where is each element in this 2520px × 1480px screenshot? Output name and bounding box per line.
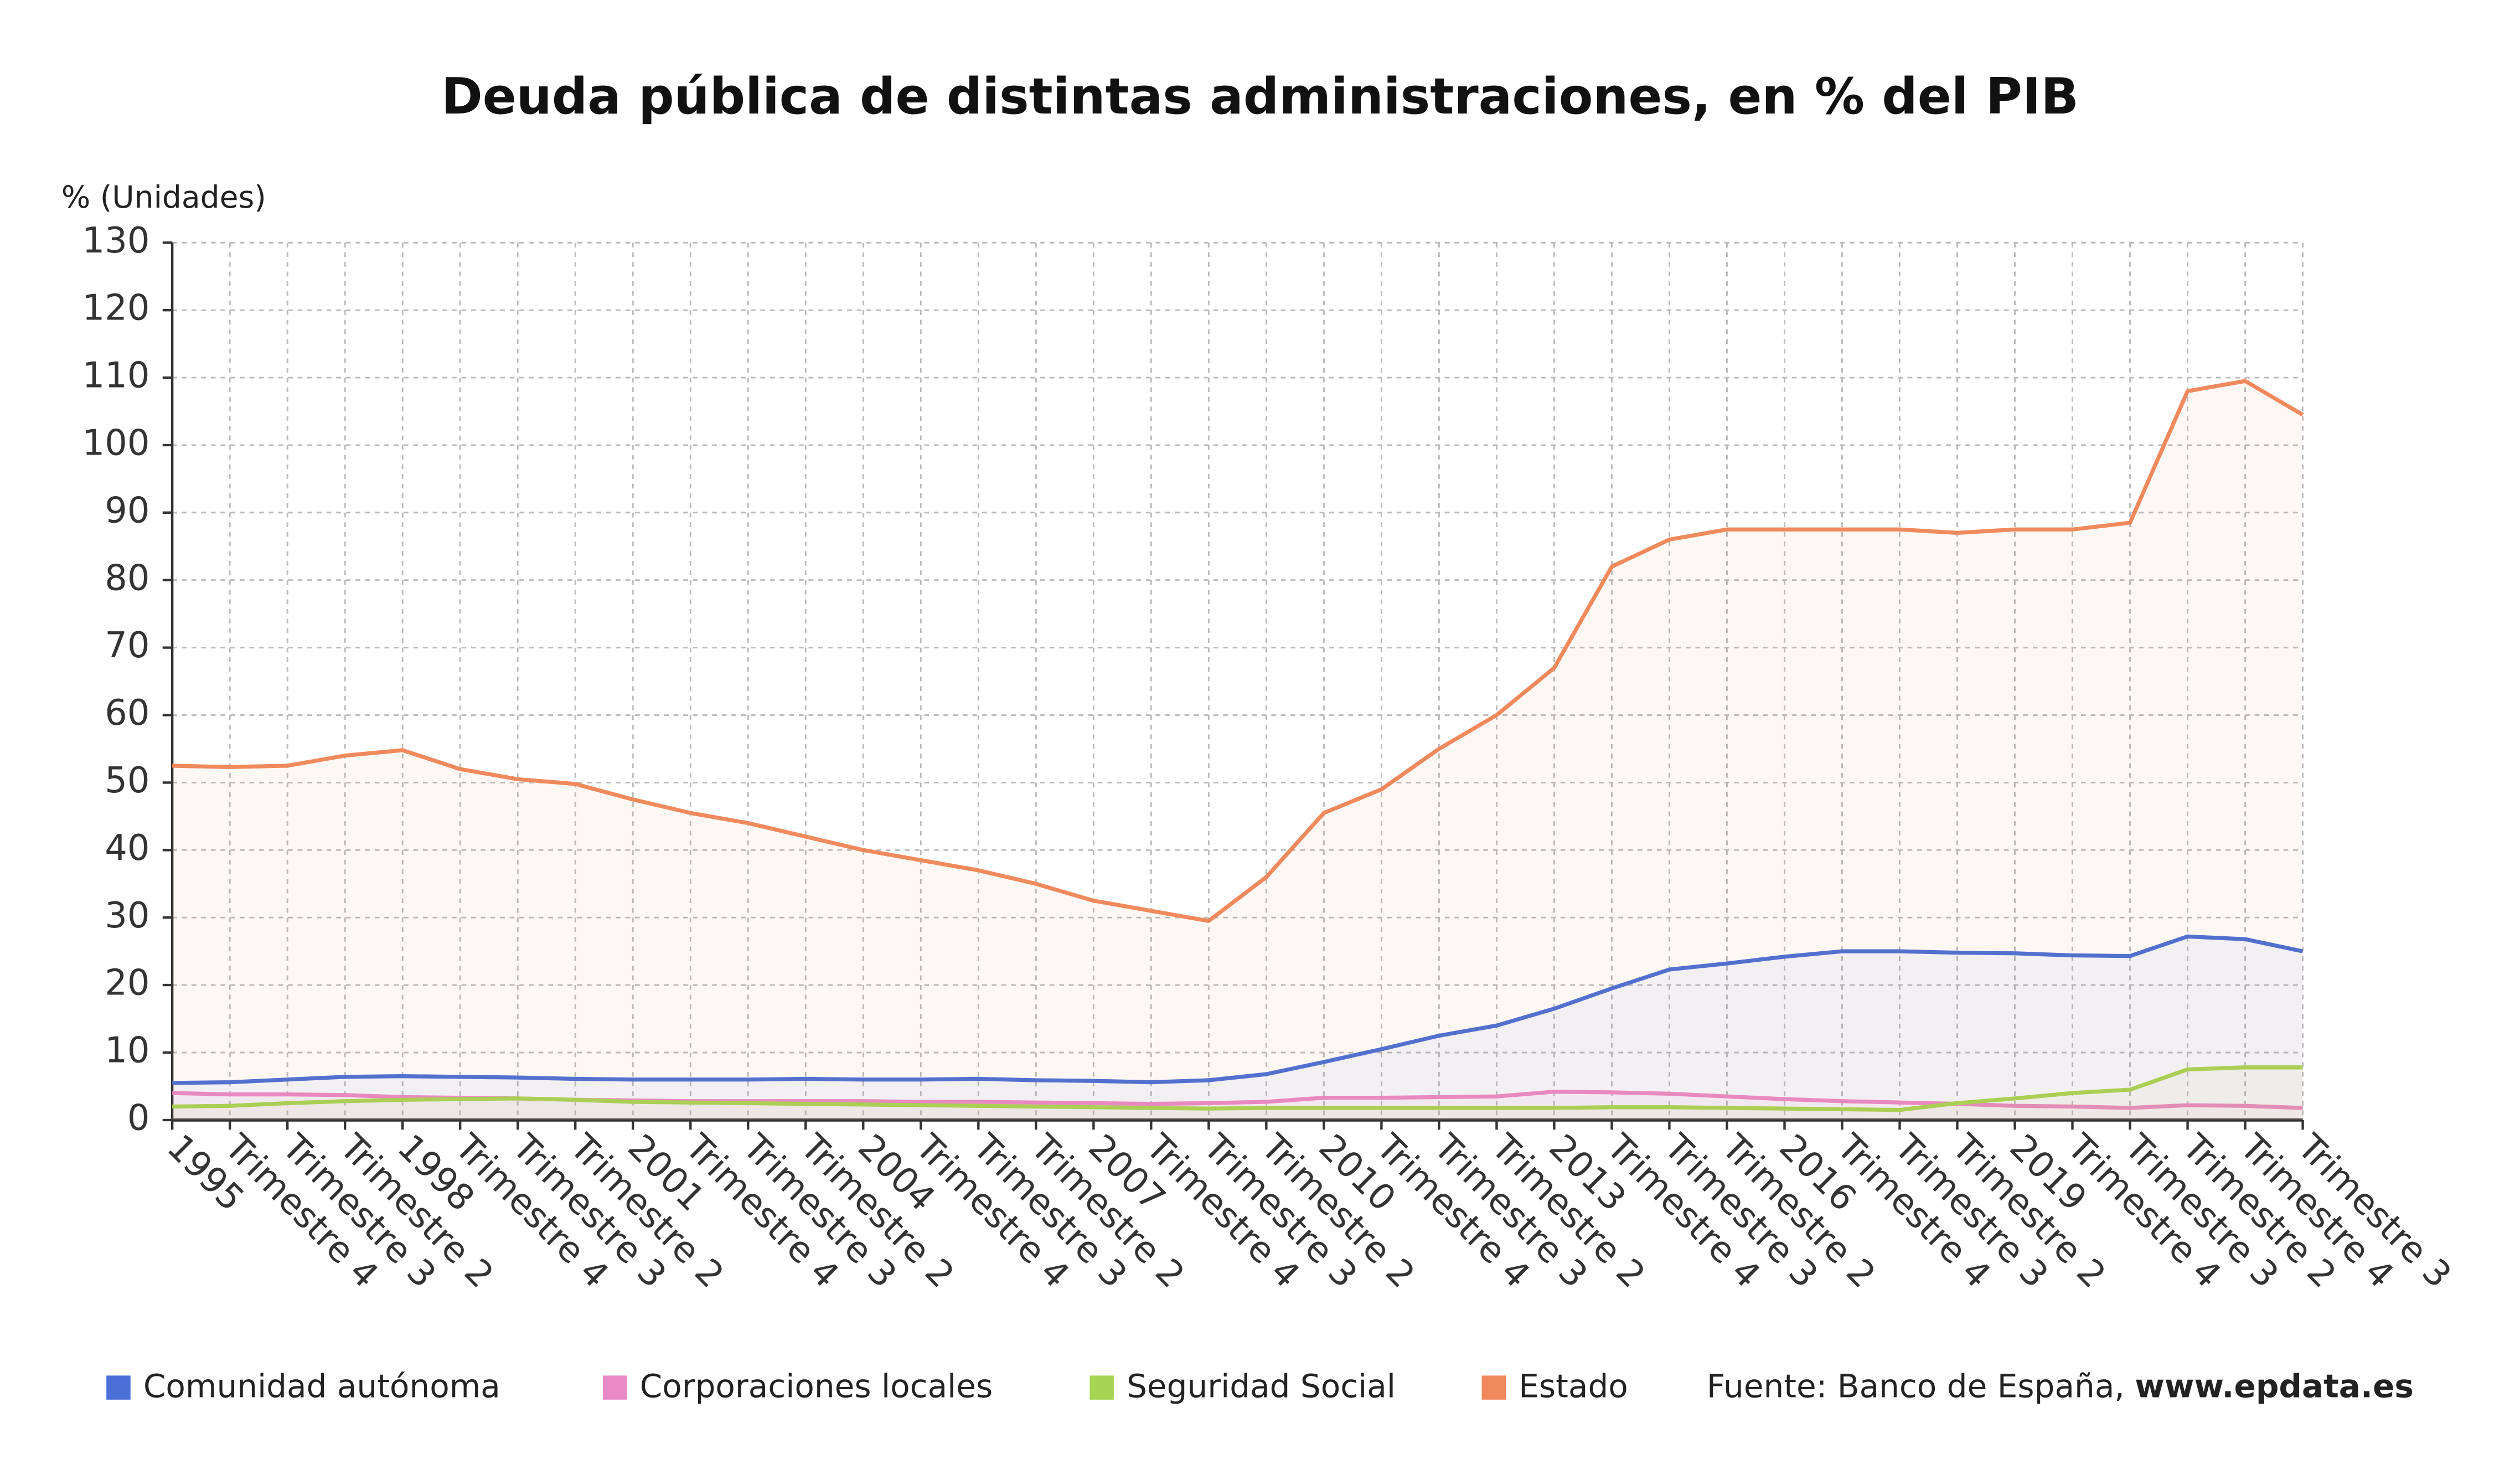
- legend: Comunidad autónoma Corporaciones locales S…: [106, 1368, 1628, 1405]
- legend-swatch: [1481, 1375, 1506, 1400]
- legend-label: Seguridad Social: [1127, 1368, 1396, 1405]
- legend-swatch: [602, 1375, 627, 1400]
- legend-swatch: [1089, 1375, 1114, 1400]
- legend-label: Corporaciones locales: [640, 1368, 993, 1405]
- source: Fuente: Banco de España, www.epdata.es: [1707, 1368, 2414, 1405]
- legend-swatch: [106, 1375, 131, 1400]
- y-tick-label: 0: [127, 1097, 150, 1138]
- series-line: [172, 934, 2304, 1085]
- y-tick-label: 30: [105, 895, 149, 936]
- y-tick-label: 40: [105, 828, 149, 869]
- plot: 01020304050607080901001101201301995Trime…: [82, 220, 2459, 1296]
- y-axis-label: % (Unidades): [61, 180, 266, 215]
- series-area: [172, 1067, 2303, 1120]
- series-area: [172, 936, 2303, 1120]
- source-url: www.epdata.es: [2135, 1368, 2414, 1405]
- source-text: Fuente: Banco de España,: [1707, 1368, 2125, 1405]
- y-tick-label: 70: [105, 625, 149, 666]
- y-tick-label: 80: [105, 558, 149, 599]
- y-tick-label: 60: [105, 693, 149, 734]
- chart-title: Deuda pública de distintas administracio…: [441, 68, 2079, 126]
- series-line: [172, 379, 2304, 923]
- y-tick-label: 50: [105, 760, 149, 801]
- y-tick-label: 130: [82, 220, 150, 261]
- series-area: [172, 381, 2303, 1120]
- y-tick-label: 90: [105, 490, 149, 531]
- legend-label: Estado: [1519, 1368, 1628, 1405]
- y-tick-label: 100: [82, 423, 150, 464]
- y-tick-label: 20: [105, 963, 149, 1004]
- series-line: [172, 1065, 2303, 1112]
- y-tick-label: 110: [82, 355, 150, 396]
- y-tick-label: 120: [82, 288, 150, 329]
- y-tick-label: 10: [105, 1030, 149, 1071]
- legend-label: Comunidad autónoma: [143, 1368, 500, 1405]
